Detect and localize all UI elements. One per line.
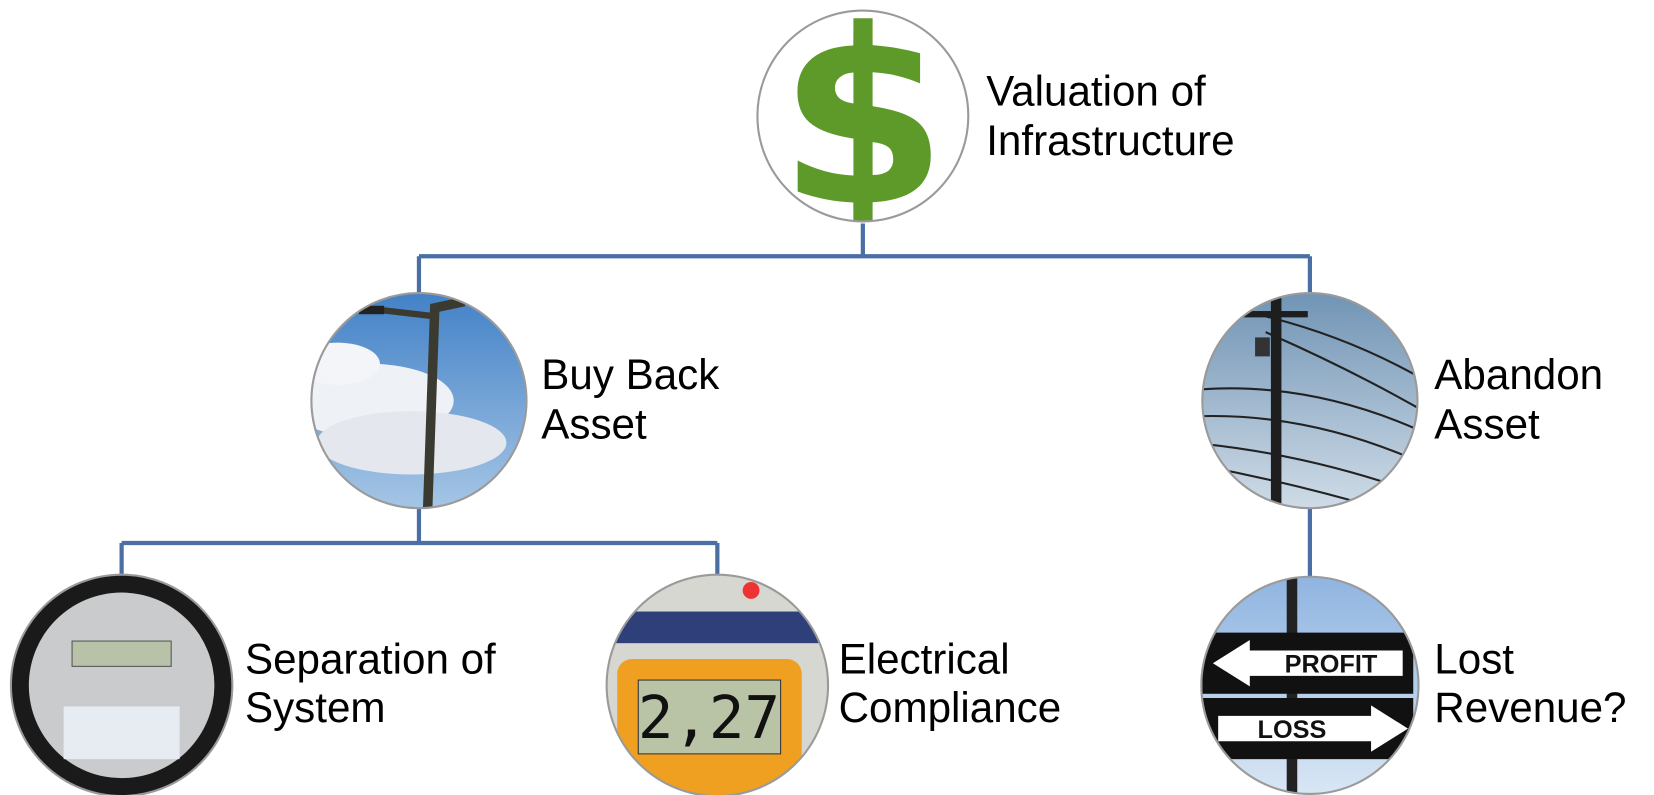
node-icon: PROFIT LOSS <box>1200 575 1420 795</box>
connector <box>119 508 1313 578</box>
sign-text: LOSS <box>1258 716 1327 744</box>
node-icon <box>9 573 234 795</box>
node-label: Buy Back <box>541 351 720 398</box>
node-label: System <box>245 684 386 731</box>
node-label: Asset <box>541 401 647 448</box>
node-icon <box>310 292 528 510</box>
svg-text:$: $ <box>778 0 947 260</box>
labels: Valuation of Infrastructure Buy Back Ass… <box>245 67 1627 731</box>
connector <box>416 223 1313 294</box>
node-label: Electrical <box>839 636 1010 683</box>
node-icon: $ <box>756 0 970 260</box>
node-label: Separation of <box>245 636 496 683</box>
node-label: Lost <box>1434 636 1514 683</box>
meter-reading: 2,27 <box>638 683 780 752</box>
node-label: Abandon <box>1434 351 1603 398</box>
node-label: Revenue? <box>1434 684 1626 731</box>
node-icon <box>1201 292 1419 510</box>
connectors <box>119 223 1313 578</box>
node-label: Valuation of <box>986 67 1206 114</box>
node-label: Infrastructure <box>986 117 1234 164</box>
node-label: Asset <box>1434 401 1540 448</box>
node-label: Compliance <box>839 684 1062 731</box>
sign-text: PROFIT <box>1285 651 1378 679</box>
node-icon: 2,27 <box>605 573 830 795</box>
